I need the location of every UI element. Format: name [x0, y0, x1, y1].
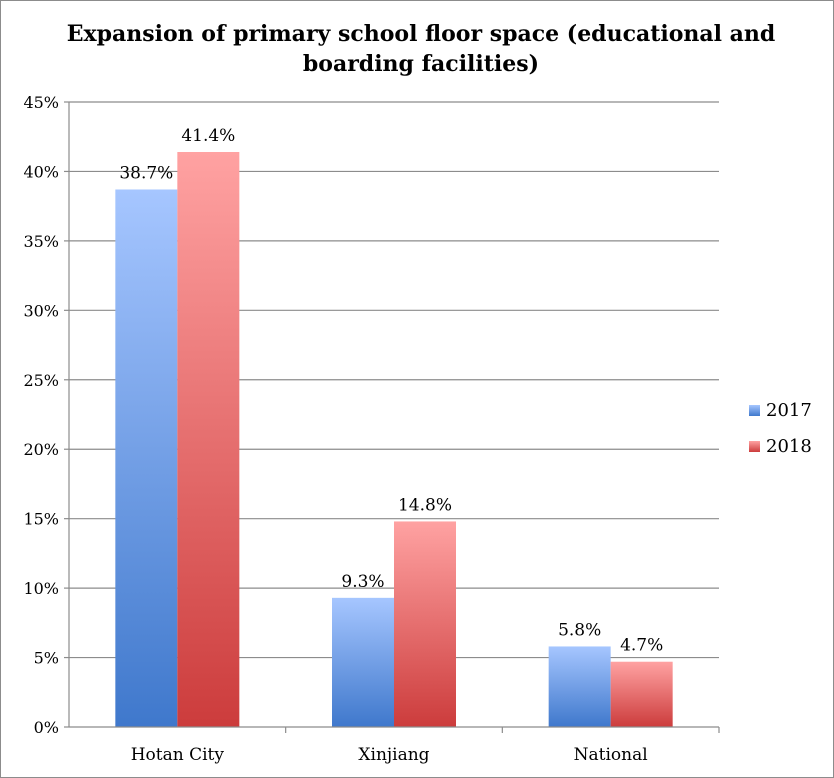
bar-2017-0 [115, 189, 178, 727]
legend-label-2018: 2018 [766, 435, 812, 457]
y-tick-label: 5% [34, 649, 59, 668]
y-tick-label: 35% [23, 232, 59, 251]
y-tick-label: 40% [23, 162, 59, 181]
bar-2018-0 [177, 152, 240, 727]
y-tick-label: 0% [34, 718, 59, 737]
chart-title: Expansion of primary school floor space … [66, 21, 776, 77]
y-tick-label: 10% [23, 579, 59, 598]
legend-swatch-2018 [749, 440, 760, 452]
y-tick-label: 30% [23, 301, 59, 320]
x-tick-label: National [574, 745, 648, 765]
bar-2017-2 [548, 646, 611, 727]
data-label: 41.4% [181, 126, 235, 146]
y-tick-label: 15% [23, 510, 59, 529]
data-label: 9.3% [341, 572, 384, 592]
legend-item-2017: 2017 [749, 399, 812, 421]
y-tick-label: 45% [23, 93, 59, 112]
x-tick-label: Xinjiang [358, 745, 429, 765]
bar-2018-1 [394, 521, 456, 727]
legend-item-2018: 2018 [749, 435, 812, 457]
bar-2017-1 [332, 597, 394, 727]
data-label: 4.7% [620, 636, 663, 656]
x-tick-label: Hotan City [131, 745, 225, 765]
bar-2018-2 [610, 661, 673, 727]
chart-legend: 2017 2018 [749, 399, 812, 471]
legend-label-2017: 2017 [766, 399, 812, 421]
data-label: 14.8% [398, 495, 452, 515]
data-label: 5.8% [558, 620, 601, 640]
legend-swatch-2017 [749, 404, 760, 416]
y-tick-label: 20% [23, 440, 59, 459]
y-tick-label: 25% [23, 371, 59, 390]
data-label: 38.7% [119, 164, 173, 184]
